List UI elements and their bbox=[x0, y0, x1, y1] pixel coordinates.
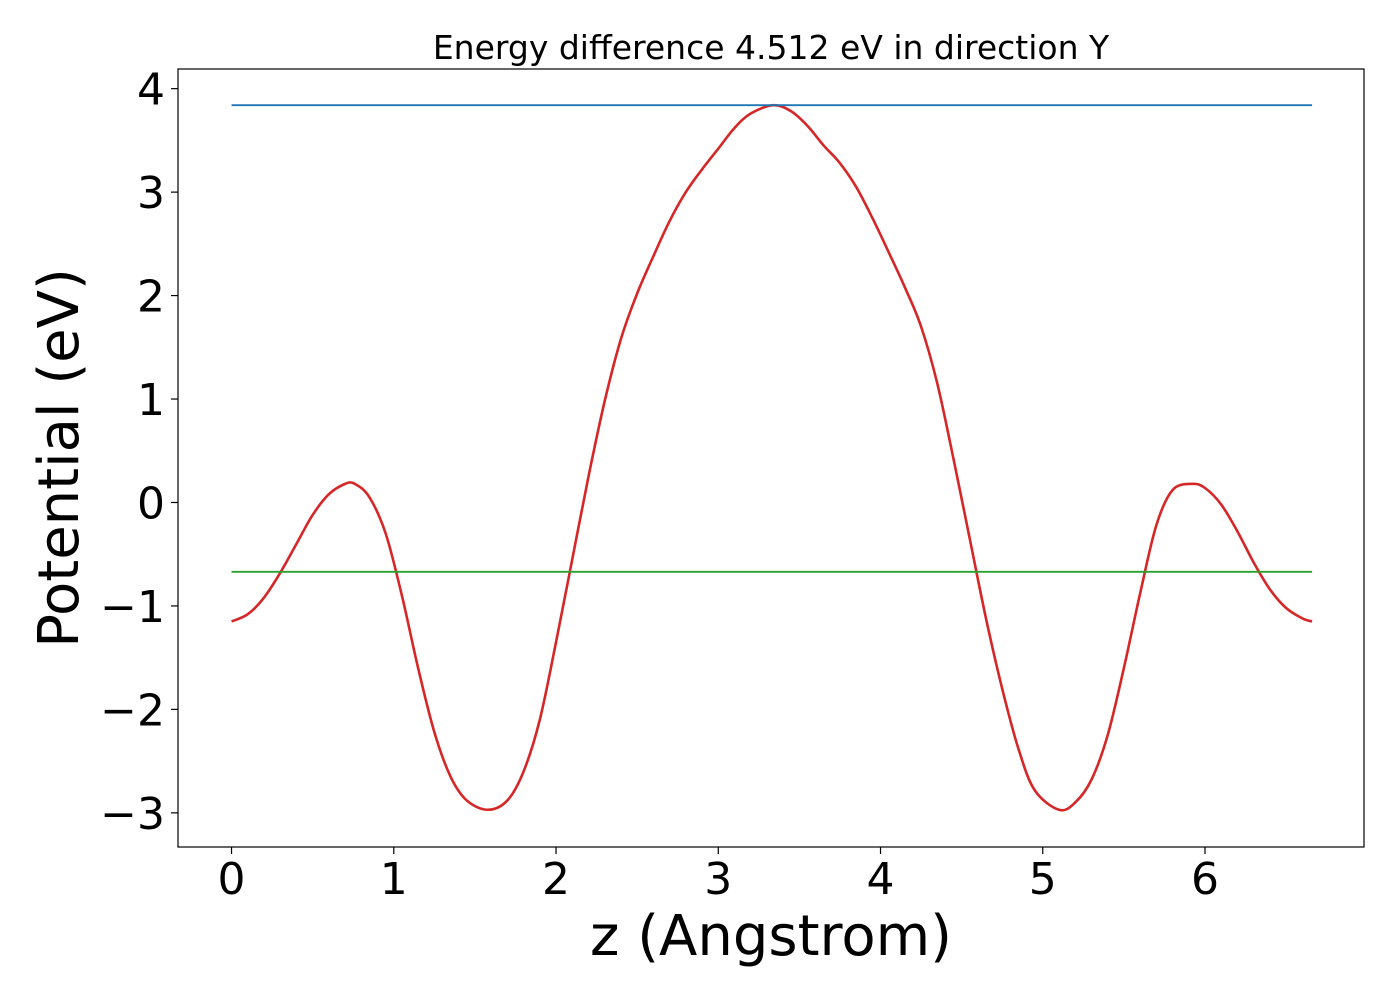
y-tick-label: 4 bbox=[137, 65, 165, 116]
y-tick-label: 1 bbox=[137, 375, 165, 426]
x-tick-label: 4 bbox=[867, 854, 895, 905]
chart-title: Energy difference 4.512 eV in direction … bbox=[433, 28, 1110, 67]
x-axis-label: z (Angstrom) bbox=[590, 904, 952, 969]
x-tick-label: 1 bbox=[380, 854, 408, 905]
x-tick-label: 2 bbox=[542, 854, 570, 905]
plot-frame bbox=[177, 68, 1365, 848]
x-tick-label: 5 bbox=[1029, 854, 1057, 905]
y-tick-label: −1 bbox=[100, 582, 165, 633]
y-axis-ticks: 4 3 2 1 0 −1 −2 −3 bbox=[100, 65, 178, 840]
y-tick-label: 0 bbox=[137, 478, 165, 529]
x-tick-label: 0 bbox=[218, 854, 246, 905]
x-axis-ticks: 0 1 2 3 4 5 6 bbox=[218, 847, 1219, 905]
y-tick-label: −2 bbox=[100, 685, 165, 736]
x-tick-label: 3 bbox=[704, 854, 732, 905]
x-tick-label: 6 bbox=[1191, 854, 1219, 905]
y-tick-label: 2 bbox=[137, 272, 165, 323]
series-layer bbox=[231, 103, 1313, 812]
y-tick-label: 3 bbox=[137, 168, 165, 219]
y-tick-label: −3 bbox=[100, 789, 165, 840]
y-axis-label: Potential (eV) bbox=[27, 268, 92, 648]
